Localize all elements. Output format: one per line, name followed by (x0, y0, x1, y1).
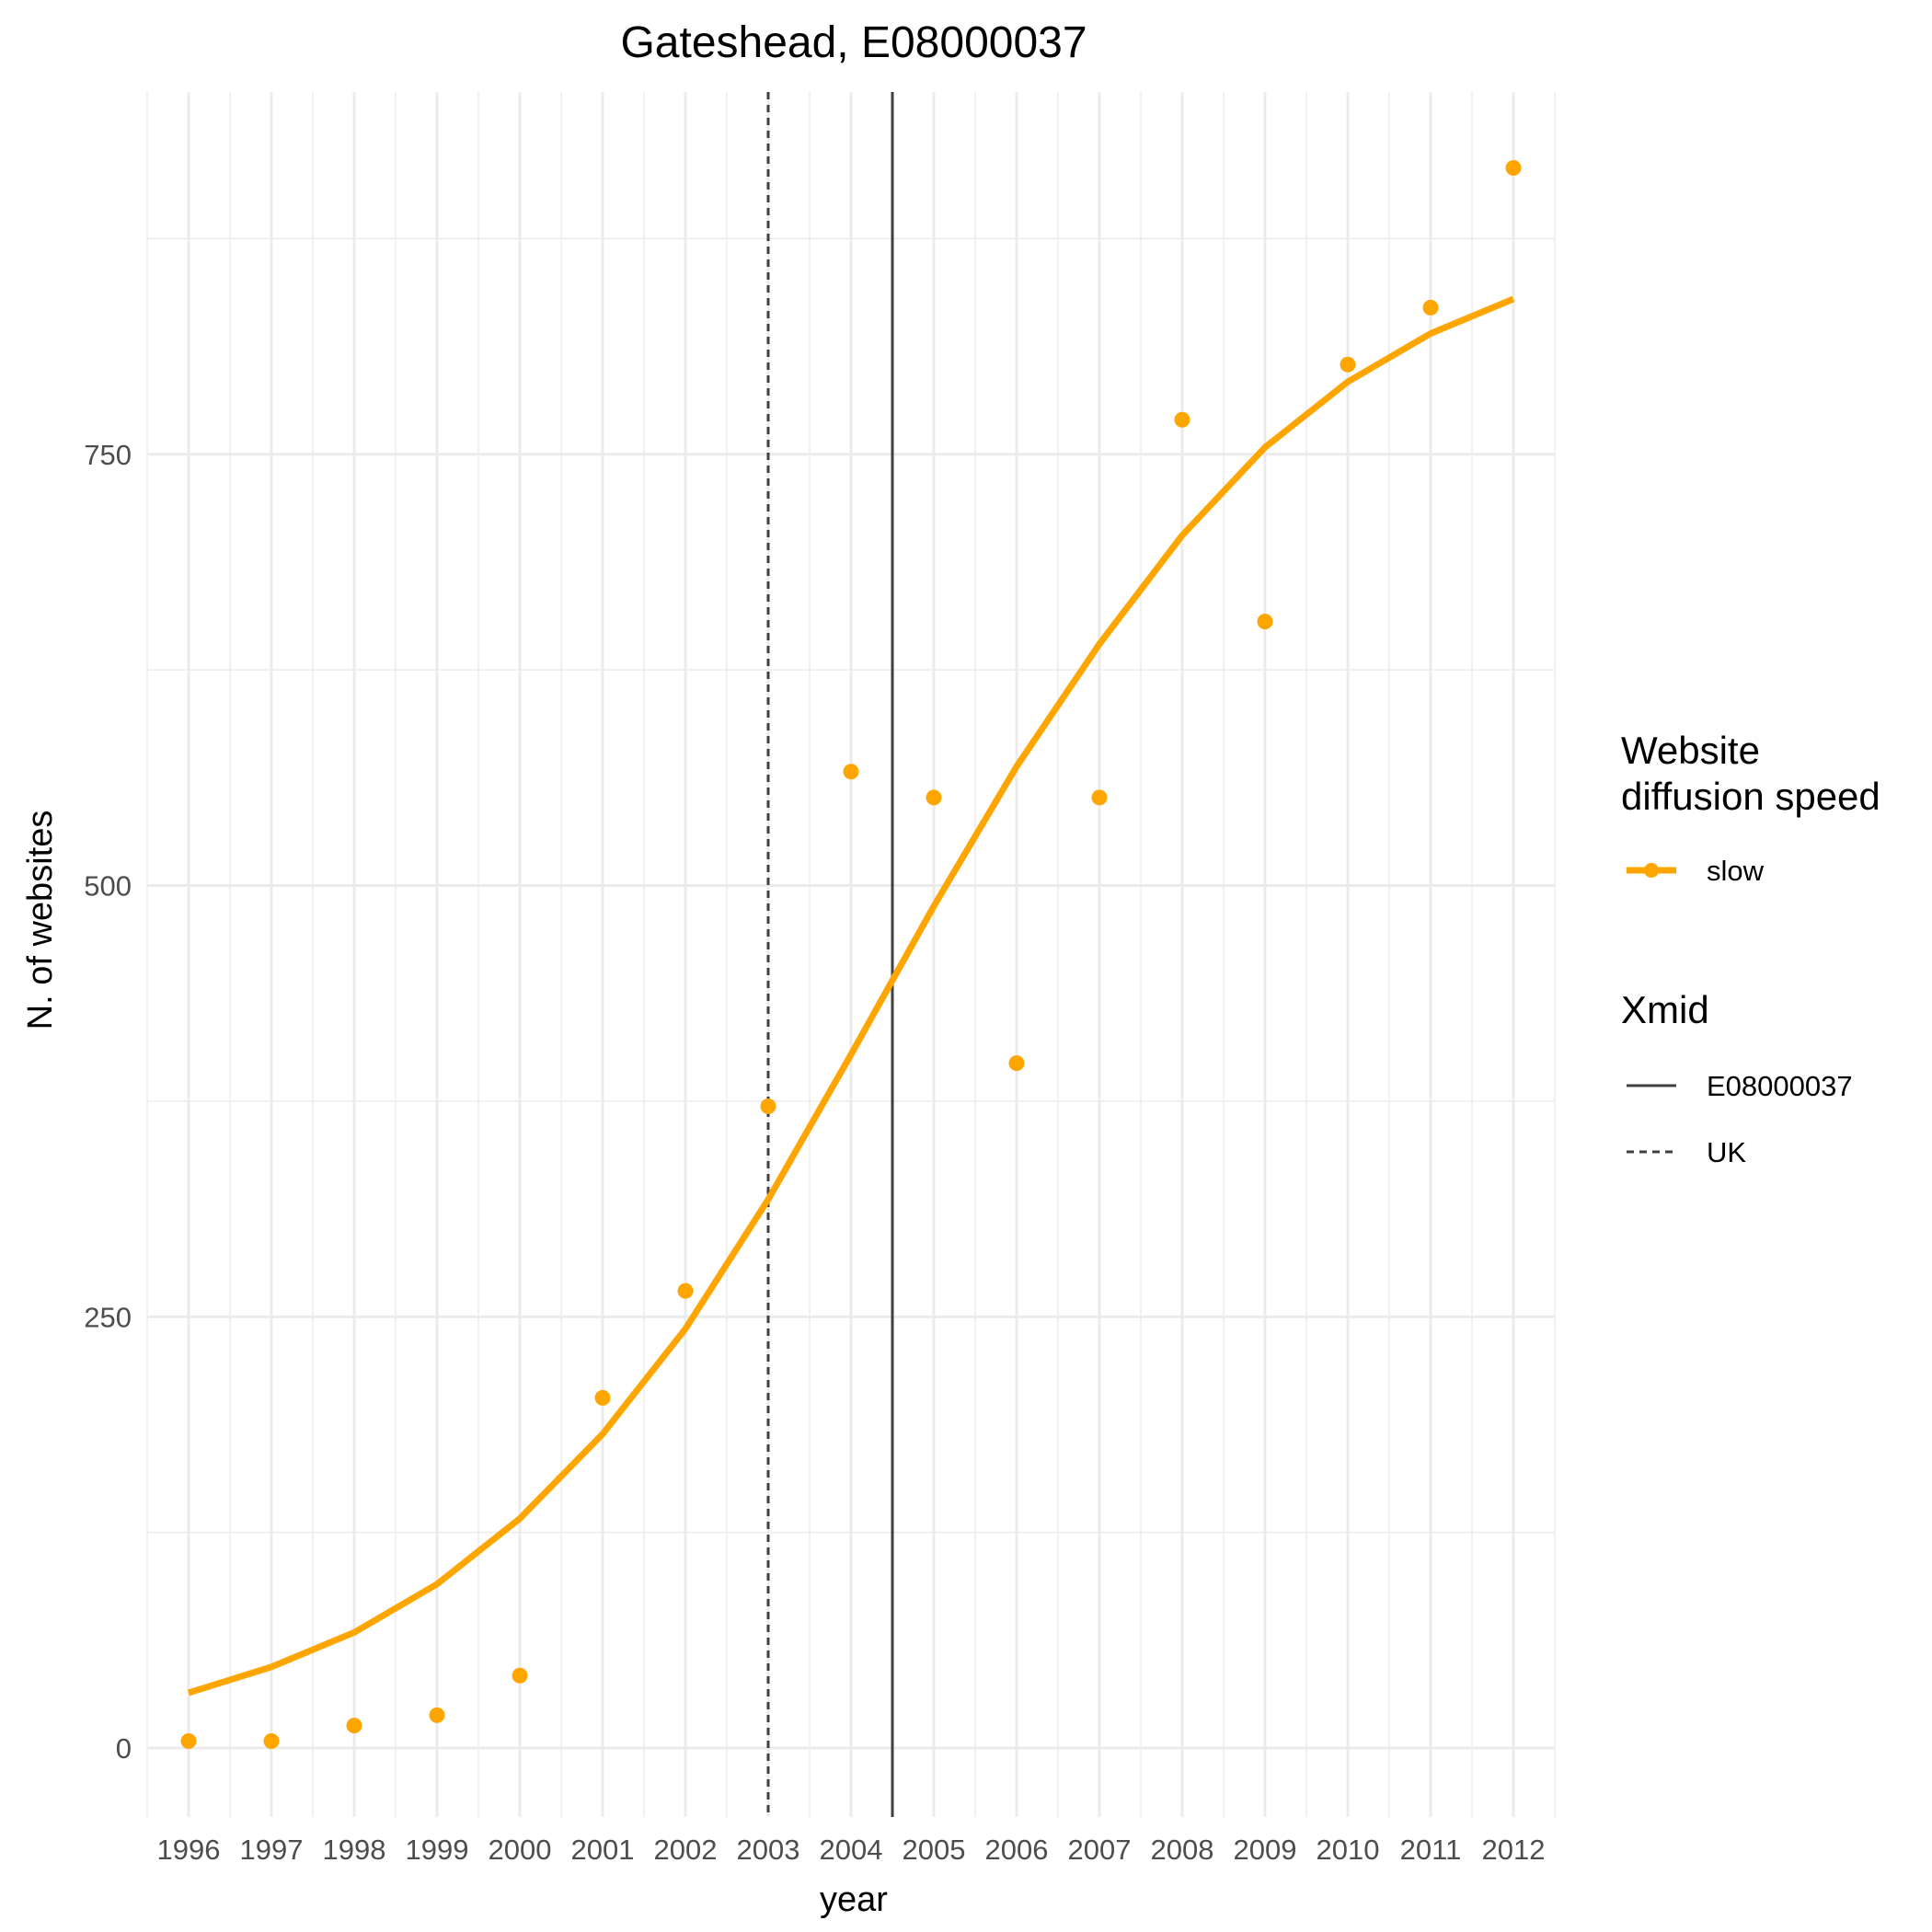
x-tick-label: 2008 (1151, 1834, 1214, 1866)
data-point-2004 (843, 764, 859, 780)
x-tick-label: 1998 (323, 1834, 386, 1866)
legend-color-title-line2: diffusion speed (1621, 775, 1880, 818)
data-point-2001 (594, 1389, 611, 1406)
legend-label-slow: slow (1707, 855, 1765, 887)
data-point-2012 (1505, 160, 1522, 176)
legend-color-title-line1: Website (1621, 729, 1760, 772)
y-axis-title: N. of websites (21, 811, 60, 1030)
data-point-2006 (1008, 1055, 1025, 1072)
data-point-1999 (429, 1707, 445, 1723)
x-tick-label: 1996 (157, 1834, 221, 1866)
x-tick-label: 2000 (489, 1834, 552, 1866)
x-tick-label: 2001 (571, 1834, 635, 1866)
reference-lines (766, 92, 894, 1817)
legend-key-slow-point (1644, 863, 1659, 878)
x-tick-label: 2011 (1400, 1834, 1462, 1866)
x-tick-label: 2009 (1234, 1834, 1297, 1866)
x-tick-label: 2004 (820, 1834, 883, 1866)
x-axis-title: year (820, 1880, 888, 1919)
series-slow-fitted-line (187, 295, 1515, 1696)
chart-title: Gateshead, E08000037 (620, 18, 1087, 67)
x-axis: 1996 1997 1998 1999 2000 2001 2002 2003 2004 2005… (157, 1834, 1546, 1866)
x-tick-label: 2012 (1482, 1834, 1546, 1866)
y-tick-label: 250 (84, 1301, 132, 1333)
data-point-2007 (1091, 789, 1108, 806)
y-tick-label: 0 (116, 1732, 132, 1765)
series-layer (180, 160, 1522, 1749)
data-point-2010 (1340, 356, 1356, 373)
data-point-2002 (677, 1282, 694, 1299)
y-tick-label: 500 (84, 870, 132, 903)
legend-linetype-title: Xmid (1621, 988, 1709, 1031)
data-point-2011 (1422, 299, 1439, 316)
data-point-2005 (926, 789, 942, 806)
data-point-1996 (180, 1733, 197, 1749)
y-axis: 0 250 500 750 (84, 439, 132, 1765)
x-tick-label: 2010 (1317, 1834, 1380, 1866)
data-point-2000 (512, 1667, 528, 1684)
x-tick-label: 2007 (1068, 1834, 1132, 1866)
legend-label-uk: UK (1707, 1136, 1746, 1168)
y-tick-label: 750 (84, 439, 132, 471)
data-point-2008 (1174, 411, 1190, 428)
data-point-2009 (1257, 614, 1273, 630)
x-tick-label: 1997 (240, 1834, 304, 1866)
legend: Website diffusion speed slow Xmid E08000… (1621, 729, 1880, 1168)
x-tick-label: 2003 (737, 1834, 800, 1866)
legend-label-e08000037: E08000037 (1707, 1070, 1853, 1102)
grid (146, 92, 1556, 1817)
x-tick-label: 2002 (654, 1834, 718, 1866)
x-tick-label: 2006 (985, 1834, 1049, 1866)
data-point-2003 (760, 1098, 776, 1114)
x-tick-label: 1999 (406, 1834, 469, 1866)
data-point-1998 (346, 1718, 362, 1734)
x-tick-label: 2005 (903, 1834, 966, 1866)
data-point-1997 (263, 1733, 280, 1749)
